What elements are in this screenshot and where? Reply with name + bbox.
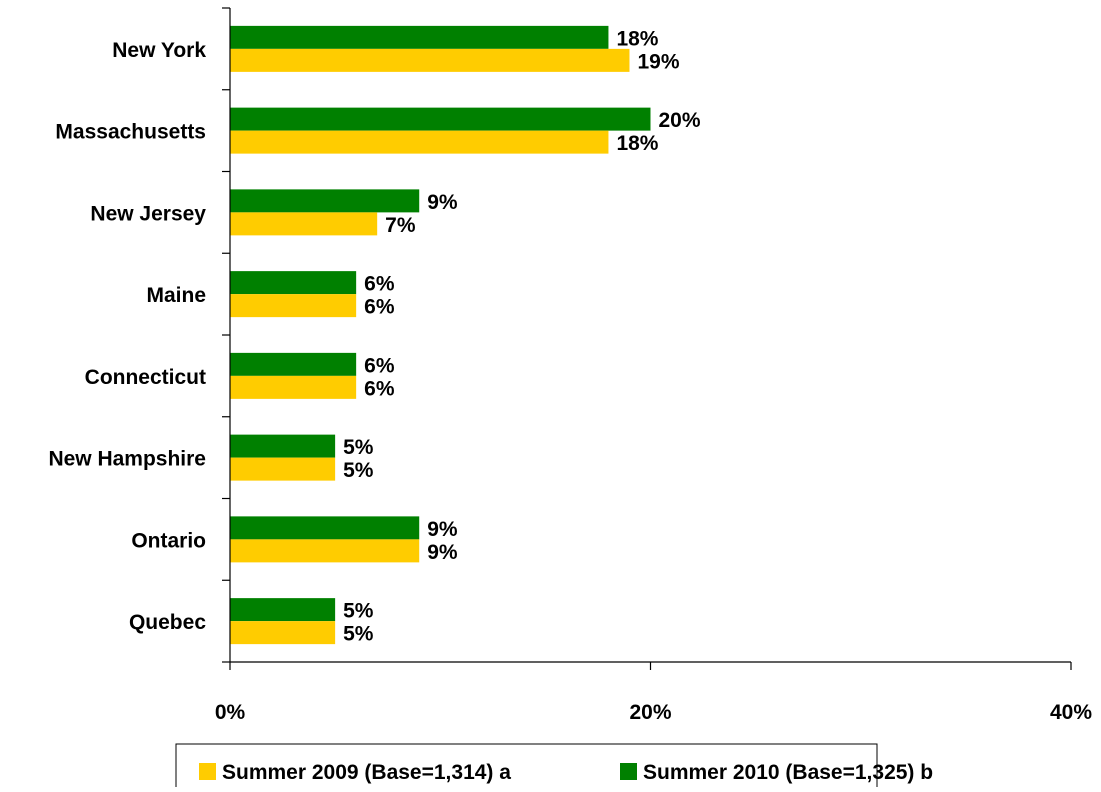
bar-summer-2009-new-jersey [230,212,378,236]
legend-swatch [199,763,216,780]
bar-summer-2010-new-hampshire [230,434,336,458]
category-label: Massachusetts [55,121,206,144]
data-label: 6% [364,377,395,400]
bar-summer-2010-quebec [230,598,336,622]
bar-summer-2010-ontario [230,516,420,540]
x-tick-label: 40% [1050,701,1092,724]
data-label: 6% [364,273,395,296]
category-label: New Jersey [90,202,206,225]
category-label: Maine [146,284,206,307]
legend-swatch [620,763,637,780]
data-label: 18% [616,132,658,155]
axes-layer: New York Massachusetts New Jersey Maine Conn… [48,7,1092,724]
bars-layer [230,25,651,645]
category-label: Quebec [129,611,206,634]
data-label: 5% [343,600,374,623]
data-label: 7% [385,214,416,237]
bar-summer-2009-maine [230,294,357,318]
legend-box [175,743,878,792]
bar-summer-2009-quebec [230,621,336,645]
data-label: 5% [343,459,374,482]
legend-label: Summer 2010 (Base=1,325) b [643,761,933,784]
data-label: 6% [364,296,395,319]
x-tick-label: 20% [629,701,671,724]
bar-summer-2009-connecticut [230,375,357,399]
category-label: New Hampshire [48,448,206,471]
x-tick-label: 0% [215,701,246,724]
data-label: 20% [659,109,701,132]
bar-summer-2010-new-jersey [230,189,420,213]
bar-summer-2009-new-hampshire [230,457,336,481]
data-label: 5% [343,436,374,459]
data-label: 19% [637,50,679,73]
data-label: 9% [427,518,458,541]
data-label: 18% [616,27,658,50]
data-label: 6% [364,354,395,377]
category-label: Ontario [131,529,206,552]
data-label: 5% [343,623,374,646]
bar-summer-2010-new-york [230,25,609,49]
legend: Summer 2009 (Base=1,314) a Summer 2010 (B… [175,743,933,792]
bar-summer-2009-ontario [230,539,420,563]
bar-summer-2010-maine [230,271,357,295]
data-labels-layer: 18%19%20%18%9%7%6%6%6%6%5%5%9%9%5%5% [343,27,701,645]
category-label: Connecticut [85,366,206,389]
legend-label: Summer 2009 (Base=1,314) a [222,761,511,784]
bar-summer-2009-massachusetts [230,130,609,154]
data-label: 9% [427,191,458,214]
bar-summer-2010-massachusetts [230,107,651,131]
bar-summer-2009-new-york [230,48,630,72]
bar-summer-2010-connecticut [230,352,357,376]
data-label: 9% [427,541,458,564]
category-label: New York [112,39,206,62]
